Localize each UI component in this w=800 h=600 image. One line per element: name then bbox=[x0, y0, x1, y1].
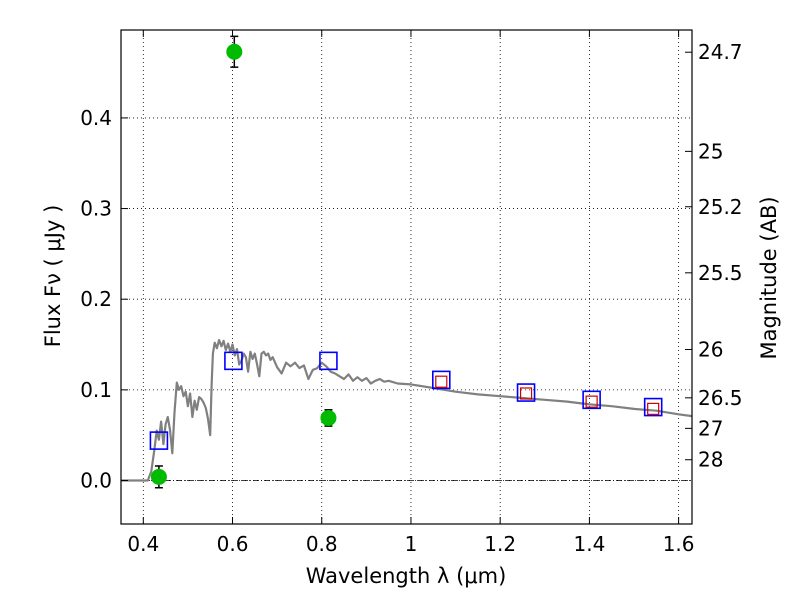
x-tick-label: 1.4 bbox=[573, 532, 605, 556]
right-tick-label: 27 bbox=[698, 416, 723, 440]
model-photometry-inner-marker bbox=[647, 402, 660, 415]
right-tick-label: 24.7 bbox=[698, 40, 743, 64]
model-photometry-inner-marker bbox=[519, 387, 533, 400]
x-tick-label: 0.6 bbox=[217, 532, 249, 556]
right-tick-label: 28 bbox=[698, 448, 723, 472]
x-tick-label: 1.6 bbox=[663, 532, 695, 556]
x-tick-label: 0.4 bbox=[127, 532, 159, 556]
y-tick-label: 0.0 bbox=[80, 468, 112, 492]
plot-frame bbox=[120, 29, 693, 525]
y-tick-label: 0.1 bbox=[80, 378, 112, 402]
y-tick-label: 0.4 bbox=[80, 106, 112, 130]
x-tick-label: 0.8 bbox=[306, 532, 338, 556]
x-tick-label: 1 bbox=[405, 532, 418, 556]
model-photometry-marker bbox=[319, 351, 338, 371]
model-photometry-marker bbox=[431, 370, 451, 390]
observed-flux-point bbox=[226, 43, 243, 60]
observed-flux-point bbox=[320, 409, 337, 426]
right-axis-label: Magnitude (AB) bbox=[757, 196, 781, 359]
model-photometry-marker bbox=[643, 397, 663, 417]
ticks: 0.4 0.6 0.8 1 1.2 1.4 1.6 0.0 0.1 0.2 0.3 0.4 24.7 25… bbox=[80, 30, 743, 556]
y-tick-label: 0.3 bbox=[80, 197, 112, 221]
series-group bbox=[121, 35, 692, 489]
right-tick-label: 25.5 bbox=[698, 261, 743, 285]
right-tick-label: 25.2 bbox=[698, 195, 743, 219]
model-photometry-inner-marker bbox=[435, 375, 448, 388]
y-tick-label: 0.2 bbox=[80, 287, 112, 311]
grid bbox=[121, 30, 692, 524]
model-photometry-inner-marker bbox=[585, 395, 598, 408]
y-axis-label: Flux Fν ( μJy ) bbox=[41, 205, 65, 348]
plot-area bbox=[121, 35, 692, 489]
model-photometry-marker bbox=[224, 351, 243, 371]
right-tick-label: 26 bbox=[698, 338, 723, 362]
observed-flux-point bbox=[150, 468, 167, 485]
x-axis-label: Wavelength λ (μm) bbox=[306, 564, 507, 588]
model-photometry-marker bbox=[516, 383, 536, 402]
x-tick-label: 1.2 bbox=[484, 532, 516, 556]
right-tick-label: 26.5 bbox=[698, 386, 743, 410]
model-photometry-marker bbox=[149, 431, 169, 450]
right-tick-label: 25 bbox=[698, 139, 723, 163]
model-photometry-marker bbox=[582, 390, 601, 410]
template-spectrum-line bbox=[121, 338, 692, 482]
